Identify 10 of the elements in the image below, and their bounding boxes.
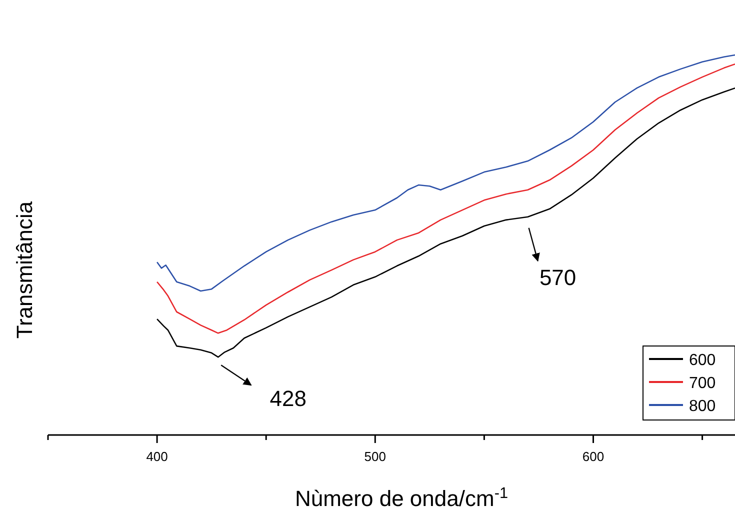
x-axis-title: Nùmero de onda/cm$^{-1}$	[294, 484, 508, 511]
legend-label: 700	[689, 375, 716, 392]
annotation: 428	[270, 386, 306, 412]
legend-label: 600	[689, 352, 716, 369]
annotation: 570	[539, 264, 576, 290]
y-axis-title: Transmitância	[12, 200, 37, 339]
x-tick-label: 400	[146, 449, 168, 464]
legend-label: 800	[689, 398, 716, 415]
x-tick-label: 500	[364, 449, 386, 464]
x-tick-label: 600	[582, 449, 604, 464]
